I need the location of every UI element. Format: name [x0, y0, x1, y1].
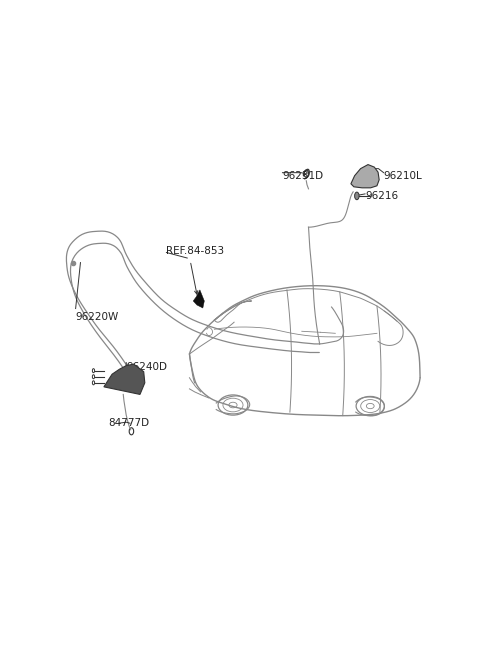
Text: 96216: 96216: [365, 191, 398, 201]
Text: 84777D: 84777D: [108, 419, 149, 428]
Polygon shape: [351, 165, 379, 188]
Polygon shape: [104, 364, 145, 394]
Ellipse shape: [355, 192, 359, 199]
Text: 96210L: 96210L: [384, 171, 422, 180]
Text: 96231D: 96231D: [282, 171, 324, 180]
Text: REF.84-853: REF.84-853: [166, 247, 224, 256]
Text: 96240D: 96240D: [126, 361, 167, 372]
Polygon shape: [193, 290, 204, 308]
Text: 96220W: 96220W: [76, 312, 119, 322]
